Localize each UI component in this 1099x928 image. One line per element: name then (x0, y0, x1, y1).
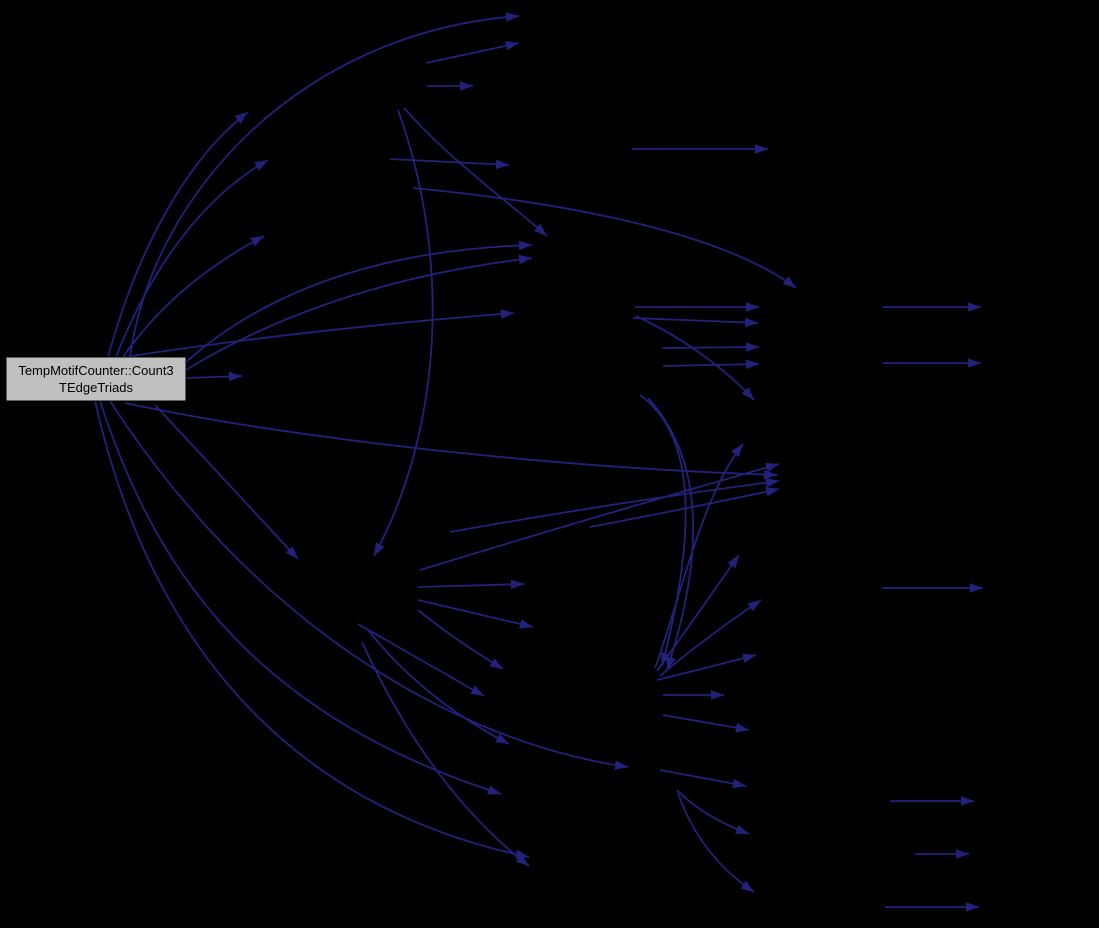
graph-edge (417, 599, 534, 628)
arrowhead-icon (745, 359, 759, 370)
graph-edge (662, 363, 760, 367)
graph-edge (417, 609, 504, 670)
graph-edge (154, 404, 299, 560)
graph-edge (425, 42, 520, 64)
graph-edge (107, 111, 249, 358)
arrowhead-icon (495, 159, 509, 170)
graph-edge (659, 599, 762, 677)
graph-edge (361, 641, 530, 867)
graph-edge (677, 792, 755, 893)
graph-edge (403, 107, 548, 237)
arrowhead-icon (735, 824, 749, 834)
arrowhead-icon (782, 276, 796, 288)
arrowhead-icon (742, 653, 756, 663)
arrowhead-icon (711, 690, 724, 700)
graph-edge (124, 312, 515, 358)
arrowhead-icon (470, 685, 484, 696)
graph-edge (389, 158, 510, 166)
arrowhead-icon (968, 302, 981, 312)
graph-edge (124, 402, 778, 476)
arrowhead-icon (519, 619, 533, 629)
graph-node-tempmotifcounter-count3tedgetriads[interactable]: TempMotifCounter::Count3 TEdgeTriads (5, 356, 187, 402)
arrowhead-icon (968, 358, 981, 368)
arrowhead-icon (666, 656, 676, 670)
graph-edge (589, 488, 780, 528)
graph-edge (109, 400, 629, 768)
arrowhead-icon (495, 733, 509, 744)
graph-node-label-line2: TEdgeTriads (59, 380, 133, 395)
arrowhead-icon (740, 880, 754, 892)
arrowhead-icon (285, 546, 298, 559)
arrowhead-icon (234, 112, 248, 124)
arrowhead-icon (765, 462, 779, 473)
graph-edge (412, 187, 797, 289)
arrowhead-icon (228, 371, 242, 382)
graph-edge (661, 346, 760, 349)
graph-edge (656, 554, 740, 672)
arrowhead-icon (505, 41, 519, 51)
graph-edge (417, 583, 525, 588)
arrowhead-icon (614, 760, 628, 770)
graph-edge (115, 159, 269, 358)
graph-edge (662, 714, 750, 731)
arrowhead-icon (735, 723, 749, 733)
arrowhead-icon (515, 854, 529, 866)
arrowhead-icon (510, 579, 524, 590)
arrowhead-icon (731, 444, 743, 458)
graph-edge (185, 244, 533, 363)
graph-edge (373, 109, 434, 557)
graph-edge (659, 769, 747, 787)
graph-edge (185, 257, 533, 371)
arrowhead-icon (966, 902, 979, 912)
arrowhead-icon (961, 796, 974, 806)
graph-edge (419, 463, 780, 571)
arrowhead-icon (460, 81, 473, 91)
arrowhead-icon (763, 469, 777, 480)
graph-edge (357, 623, 485, 697)
arrowhead-icon (765, 487, 779, 497)
arrowhead-icon (741, 387, 754, 400)
arrowhead-icon (765, 477, 779, 488)
arrowhead-icon (746, 302, 759, 312)
graph-edge (449, 480, 780, 533)
arrowhead-icon (534, 223, 547, 236)
arrowhead-icon (505, 12, 519, 22)
arrowhead-icon (755, 144, 768, 154)
graph-edge (99, 400, 502, 795)
arrowhead-icon (727, 555, 739, 569)
arrowhead-icon (250, 236, 264, 247)
graph-edge (647, 397, 694, 671)
graph-node-label-line1: TempMotifCounter::Count3 (18, 363, 173, 378)
arrowhead-icon (732, 778, 746, 789)
arrowhead-icon (747, 600, 761, 612)
graph-edge (94, 400, 530, 858)
graph-edges (94, 12, 983, 912)
graph-edge (639, 394, 687, 667)
graph-edge (654, 443, 744, 669)
graph-edge (635, 315, 755, 401)
arrowhead-icon (487, 785, 501, 795)
graph-edge (367, 629, 510, 745)
graph-node-box[interactable] (5, 356, 187, 402)
graph-edge (632, 317, 759, 324)
arrowhead-icon (956, 849, 969, 859)
arrowhead-icon (254, 160, 268, 171)
arrowhead-icon (970, 583, 983, 593)
arrowhead-icon (500, 309, 514, 319)
arrowhead-icon (745, 342, 759, 352)
arrowhead-icon (518, 254, 532, 265)
graph-edge (129, 15, 520, 358)
arrowhead-icon (489, 658, 503, 669)
arrowhead-icon (744, 317, 758, 328)
graph-edge (122, 235, 265, 358)
arrowhead-icon (374, 542, 385, 556)
arrowhead-icon (518, 240, 532, 251)
